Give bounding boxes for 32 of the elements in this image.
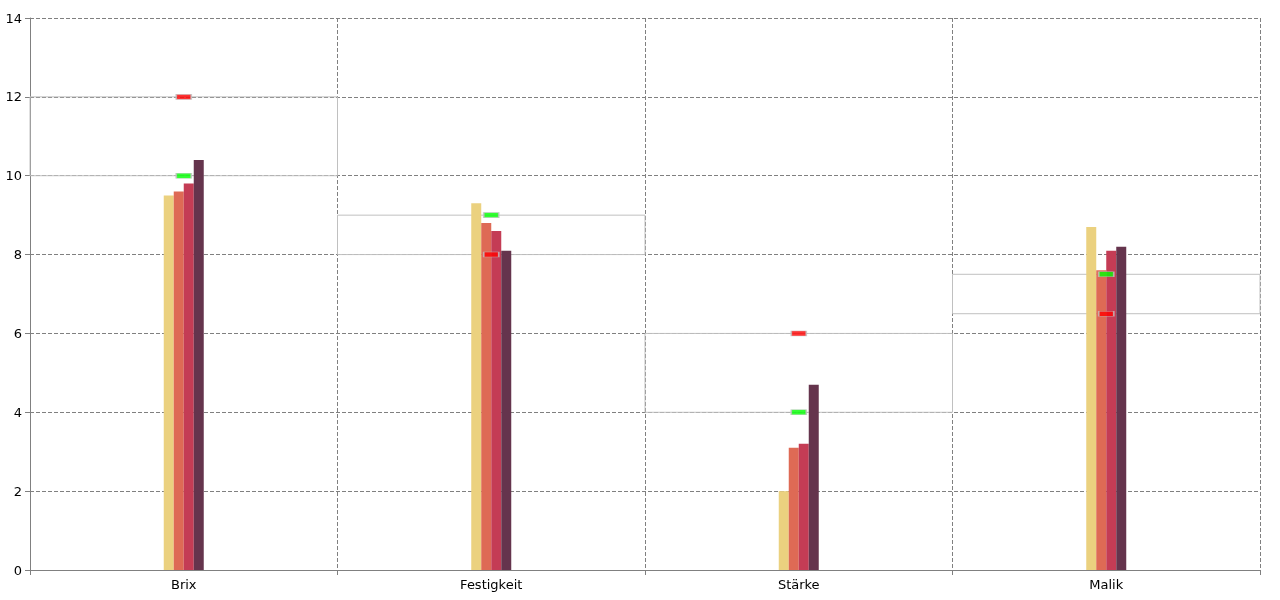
- y-tick-label: 8: [13, 247, 22, 263]
- bar: [798, 443, 809, 570]
- bar: [163, 195, 174, 570]
- bar: [644, 332, 953, 413]
- y-tick-label: 2: [13, 483, 22, 499]
- x-tick-label: Malik: [1089, 577, 1124, 592]
- bar: [1116, 246, 1127, 570]
- bar: [778, 491, 789, 570]
- bar: [491, 230, 502, 570]
- bar: [788, 447, 799, 570]
- bar: [183, 183, 194, 570]
- bar: [337, 214, 646, 256]
- bar: [952, 273, 1261, 315]
- bar: [173, 191, 184, 570]
- bar: [29, 96, 338, 177]
- bar: [1106, 250, 1117, 570]
- bar: [1096, 270, 1107, 570]
- x-tick-label: Festigkeit: [460, 577, 523, 592]
- bar: [501, 250, 512, 570]
- y-tick-label: 10: [5, 168, 22, 184]
- bar: [808, 384, 819, 570]
- x-tick-label: Stärke: [777, 577, 820, 592]
- y-tick-label: 12: [5, 89, 22, 105]
- y-tick-label: 4: [13, 404, 22, 420]
- x-tick-label: Brix: [170, 577, 197, 592]
- y-tick-label: 0: [13, 562, 22, 578]
- bar: [481, 223, 492, 570]
- y-tick-label: 14: [5, 10, 22, 26]
- y-tick-label: 6: [13, 325, 22, 341]
- bar: [1086, 226, 1097, 570]
- bar: [193, 159, 204, 570]
- bar: [471, 203, 482, 570]
